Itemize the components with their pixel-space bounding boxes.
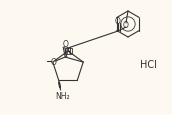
Text: N: N: [65, 47, 71, 56]
Text: O: O: [115, 16, 121, 25]
FancyBboxPatch shape: [64, 49, 72, 55]
Text: *: *: [66, 50, 69, 55]
Text: O: O: [123, 21, 129, 30]
Text: N: N: [65, 47, 71, 56]
Text: HCl: HCl: [139, 59, 157, 69]
Text: O: O: [50, 57, 56, 66]
Text: O: O: [62, 39, 68, 48]
Text: NH₂: NH₂: [55, 92, 70, 101]
